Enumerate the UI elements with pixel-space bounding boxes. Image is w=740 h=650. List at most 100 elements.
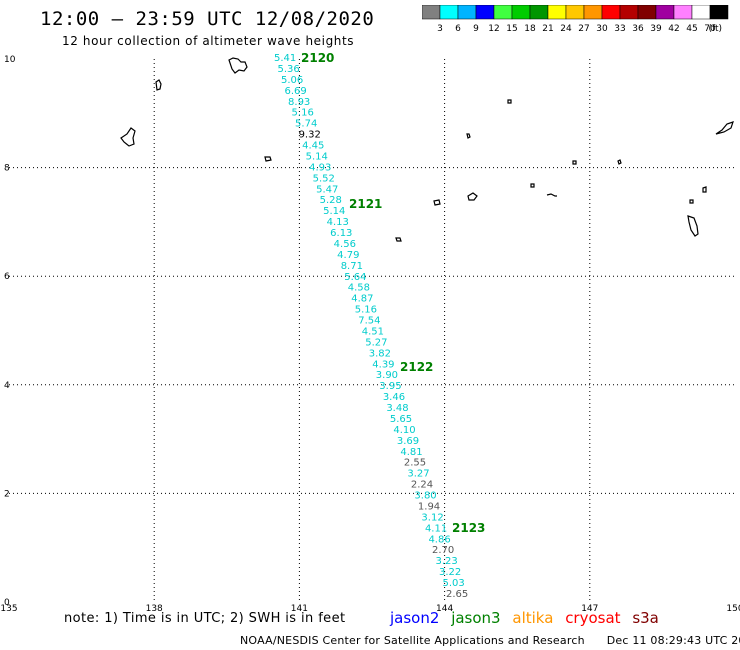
swh-value: 3.22 [439, 567, 461, 578]
island-outline [433, 199, 441, 206]
island-outline [155, 79, 162, 91]
island-outline [572, 160, 577, 165]
swh-value: 1.94 [418, 501, 440, 512]
island-outline [715, 121, 734, 135]
color-scale-label: 9 [473, 24, 479, 34]
island-outline [546, 193, 557, 197]
island-outline [689, 199, 694, 204]
lat-tick-label: 6 [4, 272, 10, 282]
swh-value: 4.45 [302, 141, 324, 152]
lat-tick-label: 8 [4, 164, 10, 174]
map-title: 12:00 – 23:59 UTC 12/08/2020 [40, 8, 375, 30]
lon-tick-label: 150 [726, 604, 740, 614]
units-note: note: 1) Time is in UTC; 2) SWH is in fe… [64, 611, 346, 626]
color-scale-label: 6 [455, 24, 461, 34]
lon-tick-label: 135 [0, 604, 17, 614]
color-scale-label: 12 [488, 24, 499, 34]
generated-timestamp: Dec 11 08:29:43 UTC 2020 [606, 634, 740, 647]
color-scale-label: 24 [560, 24, 572, 34]
legend-s3a: s3a [632, 609, 659, 627]
lon-tick-label: 144 [436, 604, 453, 614]
swh-value: 4.79 [337, 250, 359, 261]
swh-value: 5.47 [316, 184, 338, 195]
map-subtitle: 12 hour collection of altimeter wave hei… [62, 34, 355, 48]
pass-number-label: 2122 [400, 360, 433, 374]
legend-altika: altika [512, 609, 554, 627]
swh-value: 4.86 [428, 534, 450, 545]
swh-value: 3.90 [376, 370, 398, 381]
swh-value: 4.87 [351, 294, 373, 305]
color-scale-label: 3 [437, 24, 443, 34]
color-scale-label: 45 [686, 24, 697, 34]
color-scale-label: 70 [704, 24, 716, 34]
swh-value: 5.27 [365, 337, 387, 348]
island-outline [467, 192, 478, 201]
swh-value: 3.95 [379, 381, 401, 392]
color-swatch [709, 5, 729, 20]
credit-text: NOAA/NESDIS Center for Satellite Applica… [240, 634, 585, 647]
swh-value: 4.11 [425, 523, 447, 534]
island-coastlines [120, 57, 734, 242]
island-outline [507, 99, 512, 104]
swh-value: 3.27 [407, 469, 429, 480]
island-outline [702, 186, 707, 193]
color-scale-label: 15 [506, 24, 517, 34]
swh-value: 4.56 [334, 239, 356, 250]
island-outline [395, 237, 402, 242]
swh-value: 3.82 [369, 348, 391, 359]
color-scale-label: 18 [524, 24, 536, 34]
lat-tick-label: 2 [4, 489, 10, 499]
swh-value: 3.48 [386, 403, 408, 414]
island-outline [228, 57, 248, 74]
island-outline [617, 159, 622, 165]
swh-value: 5.14 [306, 151, 328, 162]
swh-value: 5.64 [344, 272, 366, 283]
swh-value: 8.93 [288, 97, 310, 108]
lon-tick-label: 141 [291, 604, 308, 614]
island-outline [687, 215, 699, 237]
color-scale-label: 21 [542, 24, 553, 34]
color-scale-unit: (ft) [708, 24, 722, 34]
legend-jason2: jason2 [390, 609, 440, 627]
lat-tick-label: 0 [4, 598, 10, 608]
swh-value: 6.69 [285, 86, 307, 97]
swh-value: 4.81 [400, 447, 422, 458]
swh-value: 6.13 [330, 228, 352, 239]
pass-number-label: 2121 [349, 197, 382, 211]
satellite-legend: jason2 jason3 altika cryosat s3a [390, 609, 666, 627]
legend-jason3: jason3 [451, 609, 501, 627]
lat-tick-label: 4 [4, 381, 10, 391]
color-scale-label: 39 [650, 24, 662, 34]
swh-value: 5.65 [390, 414, 412, 425]
swh-value: 3.23 [435, 556, 457, 567]
pass-number-label: 2120 [301, 51, 334, 65]
island-outline [530, 183, 535, 188]
swh-value: 3.46 [383, 392, 405, 403]
lat-tick-label: 10 [4, 55, 16, 65]
swh-value: 4.93 [309, 162, 331, 173]
swh-value: 2.65 [446, 589, 468, 600]
pass-number-label: 2123 [452, 521, 485, 535]
legend-cryosat: cryosat [565, 609, 621, 627]
credit-line: NOAA/NESDIS Center for Satellite Applica… [240, 634, 740, 647]
swh-value: 3.12 [421, 512, 443, 523]
swh-value: 5.14 [323, 206, 345, 217]
swh-value: 4.13 [327, 217, 349, 228]
swh-value: 5.28 [320, 195, 342, 206]
swh-value: 3.80 [414, 491, 436, 502]
swh-value: 5.36 [278, 64, 300, 75]
color-scale-label: 27 [578, 24, 589, 34]
lon-tick-label: 138 [146, 604, 163, 614]
swh-value: 5.74 [295, 119, 317, 130]
swh-value: 5.41 [274, 53, 296, 64]
swh-value: 5.16 [292, 108, 314, 119]
swh-value: 5.03 [442, 578, 464, 589]
swh-value: 9.32 [299, 130, 321, 141]
color-scale-label: 30 [596, 24, 608, 34]
color-scale-label: 36 [632, 24, 644, 34]
color-scale-legend: 3 6 9 12 15 18 21 24 27 30 33 36 39 42 45 70(ft) [422, 5, 729, 34]
lat-lon-grid [9, 59, 735, 602]
swh-value: 5.52 [313, 173, 335, 184]
swh-value: 7.54 [358, 316, 380, 327]
